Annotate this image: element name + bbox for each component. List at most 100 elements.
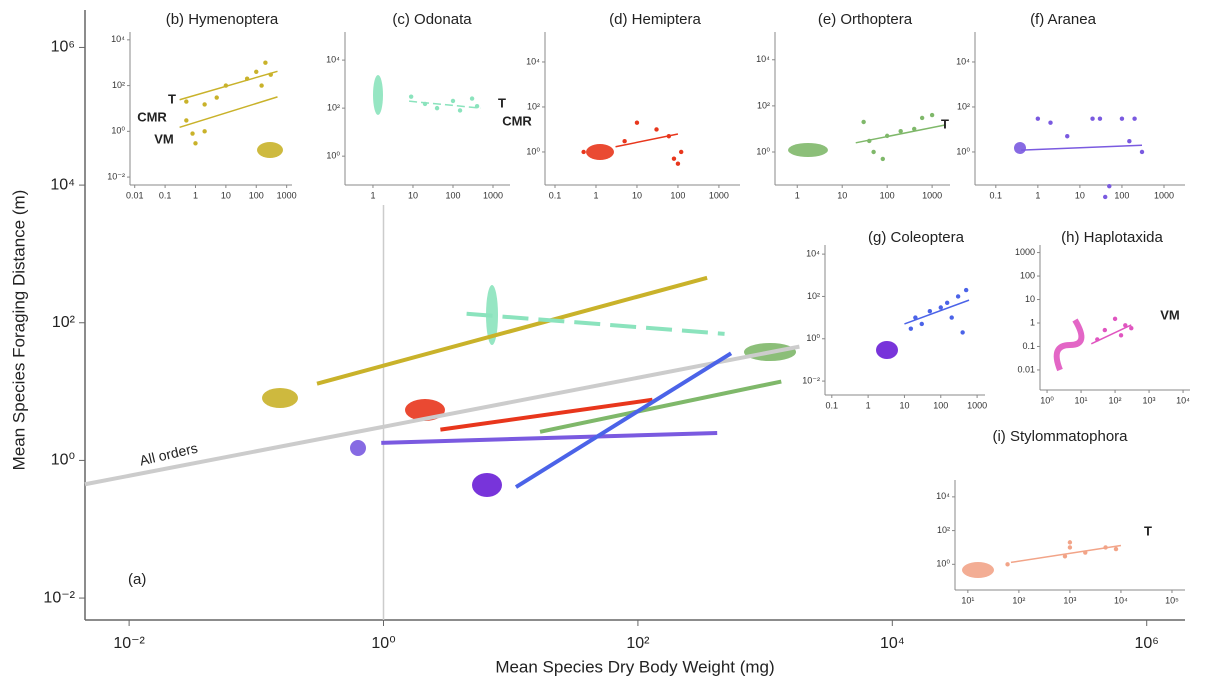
data-point <box>666 134 672 139</box>
y-tick-label: 10⁻² <box>802 375 820 385</box>
data-point <box>244 76 250 81</box>
data-point <box>474 104 480 109</box>
data-point <box>1035 116 1041 121</box>
data-point <box>867 138 872 144</box>
x-axis-label: Mean Species Dry Body Weight (mg) <box>495 657 774 676</box>
data-point <box>678 149 684 155</box>
x-tick-label: 10³ <box>1143 395 1156 405</box>
panel-label: (a) <box>128 571 146 588</box>
data-point <box>1065 134 1070 139</box>
y-axis-label: Mean Species Foraging Distance (m) <box>9 190 28 471</box>
x-tick-label: 10 <box>1075 190 1085 200</box>
annotation: T <box>1144 523 1152 538</box>
data-point <box>880 156 885 162</box>
x-tick-label: 10² <box>626 635 650 652</box>
data-point <box>581 149 586 155</box>
regression-line <box>84 344 800 487</box>
data-point <box>268 72 273 77</box>
x-tick-label: 10⁰ <box>1040 395 1054 405</box>
x-tick-label: 1000 <box>1154 190 1174 200</box>
annotation: VM <box>1160 307 1180 322</box>
data-point <box>884 133 890 139</box>
data-point <box>202 129 207 134</box>
y-tick-label: 1 <box>1030 317 1035 327</box>
y-tick-label: 10² <box>937 525 950 535</box>
y-tick-label: 10² <box>527 101 540 111</box>
data-point <box>1083 550 1088 555</box>
data-point <box>1097 116 1103 121</box>
data-point <box>223 83 229 88</box>
x-tick-label: 10² <box>1012 595 1025 605</box>
y-tick-label: 10² <box>52 314 76 331</box>
data-point <box>193 141 198 146</box>
data-point <box>434 105 440 111</box>
regression-line <box>316 275 708 386</box>
x-tick-label: 10⁻² <box>113 635 145 652</box>
data-point <box>1129 326 1134 331</box>
regression-line <box>179 96 278 129</box>
annotation: CMR <box>137 109 167 124</box>
y-tick-label: 10⁻² <box>107 171 125 181</box>
x-tick-label: 10 <box>221 190 231 200</box>
data-point <box>263 60 268 65</box>
data-point <box>871 149 876 155</box>
x-tick-label: 0.1 <box>826 400 839 410</box>
y-tick-label: 10² <box>757 100 770 110</box>
silhouette <box>962 562 994 578</box>
x-tick-label: 10⁴ <box>1114 595 1128 605</box>
data-point <box>184 118 189 123</box>
data-point <box>919 321 924 327</box>
data-point <box>1112 316 1118 322</box>
data-point <box>654 127 659 132</box>
data-point <box>963 287 969 293</box>
data-point <box>1127 139 1132 144</box>
data-point <box>919 115 925 121</box>
data-point <box>1067 545 1073 550</box>
data-point <box>634 120 640 125</box>
data-point <box>1062 554 1068 559</box>
x-tick-label: 100 <box>445 190 460 200</box>
data-point <box>1118 333 1124 338</box>
inset-title: (d) Hemiptera <box>609 11 701 28</box>
y-tick-label: 10⁴ <box>50 176 75 193</box>
inset-title: (f) Aranea <box>1030 11 1097 28</box>
x-tick-label: 0.1 <box>990 190 1003 200</box>
data-point <box>1090 116 1095 121</box>
regression-line <box>440 397 653 432</box>
x-tick-label: 10⁵ <box>1165 595 1179 605</box>
data-point <box>1048 120 1053 125</box>
x-tick-label: 0.1 <box>549 190 562 200</box>
x-tick-label: 100 <box>249 190 264 200</box>
data-point <box>913 315 918 320</box>
data-point <box>949 315 954 320</box>
data-point <box>469 96 475 101</box>
x-tick-label: 10 <box>899 400 909 410</box>
x-tick-label: 1 <box>370 190 375 200</box>
annotation: T <box>168 91 176 106</box>
data-point <box>184 99 189 104</box>
data-point <box>898 128 903 134</box>
data-point <box>1103 545 1108 550</box>
data-point <box>1005 562 1010 567</box>
x-tick-label: 0.1 <box>159 190 172 200</box>
data-point <box>422 101 428 107</box>
data-point <box>1102 327 1108 333</box>
data-point <box>1113 546 1119 552</box>
y-tick-label: 10⁰ <box>526 146 540 156</box>
data-point <box>1095 337 1100 342</box>
y-tick-label: 10⁴ <box>111 34 125 44</box>
data-point <box>1123 323 1128 328</box>
x-tick-label: 100 <box>670 190 685 200</box>
inset-title: (b) Hymenoptera <box>166 11 279 28</box>
silhouette <box>586 144 614 160</box>
y-tick-label: 10² <box>957 101 970 111</box>
data-point <box>408 94 414 99</box>
x-tick-label: 10⁴ <box>880 635 905 652</box>
silhouette <box>373 75 383 115</box>
y-tick-label: 1000 <box>1015 247 1035 257</box>
data-point <box>960 330 965 335</box>
inset-title: (i) Stylommatophora <box>992 428 1128 445</box>
x-tick-label: 0.01 <box>126 190 144 200</box>
data-point <box>929 112 935 118</box>
x-tick-label: 10⁰ <box>371 635 395 652</box>
